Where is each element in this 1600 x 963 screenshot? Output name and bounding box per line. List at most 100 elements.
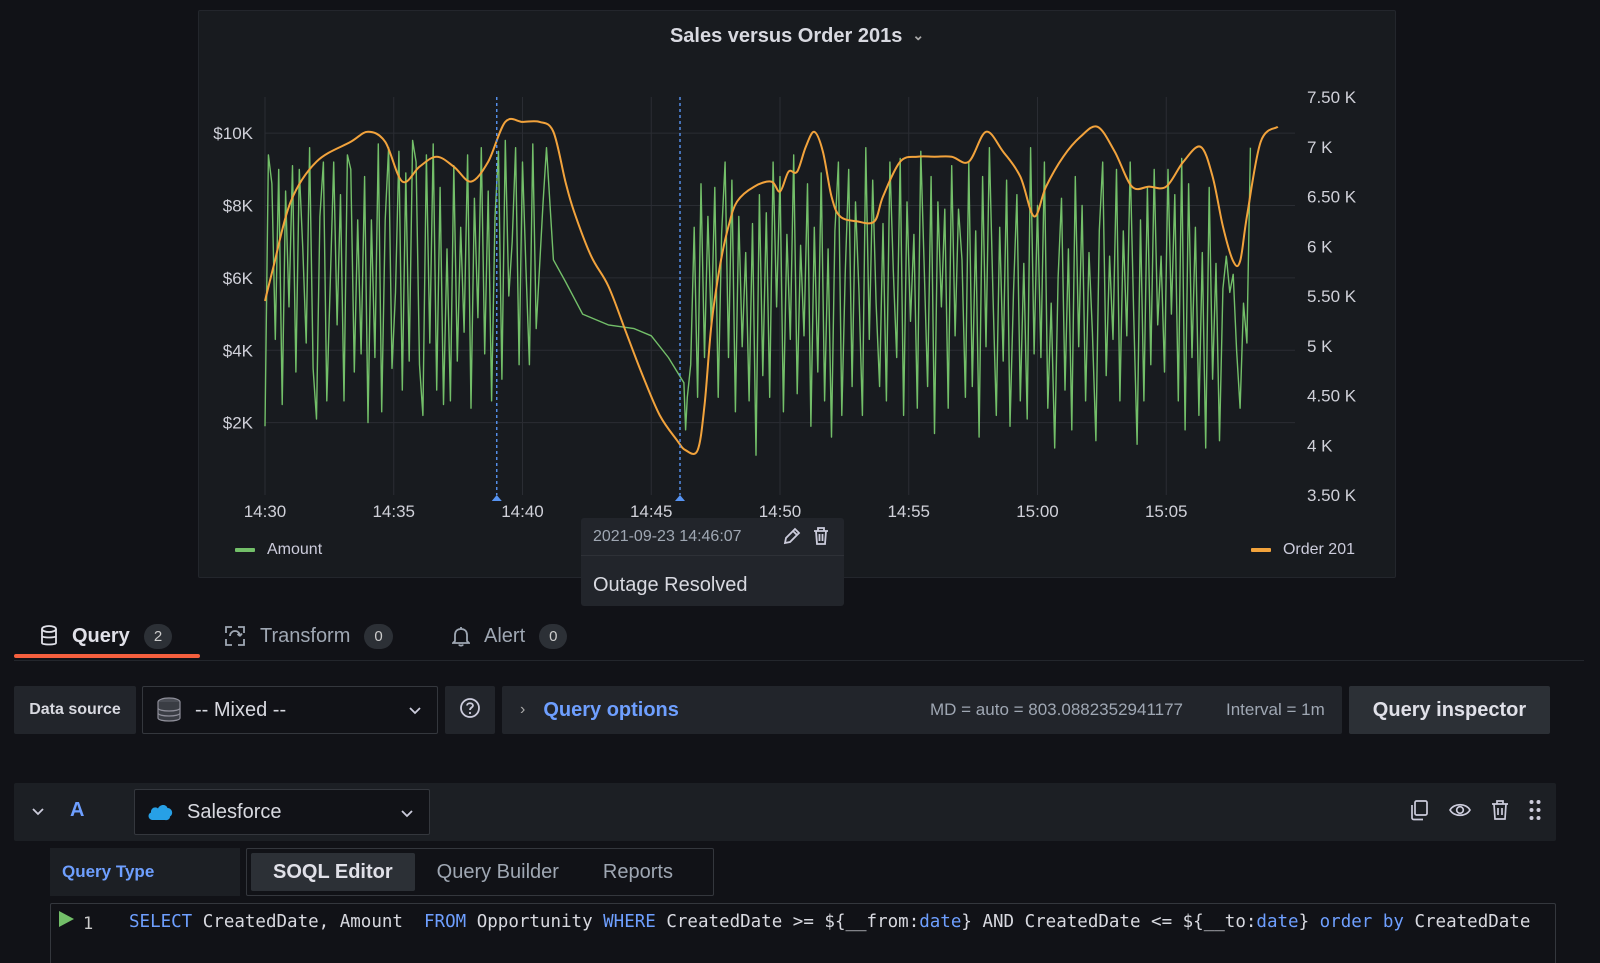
soql-code-editor[interactable]: 1 SELECT CreatedDate, Amount FROM Opport… [50, 903, 1556, 963]
interval-info: Interval = 1m [1226, 700, 1325, 719]
line-number: 1 [83, 914, 94, 934]
code-keyword: FROM [424, 912, 467, 932]
query-type-label: Query Type [50, 848, 240, 896]
x-tick-label: 14:45 [630, 502, 673, 521]
chevron-down-icon[interactable] [30, 803, 46, 824]
x-tick-label: 15:00 [1016, 502, 1059, 521]
data-source-label: Data source [14, 686, 136, 734]
question-circle-icon [459, 697, 481, 724]
trash-icon[interactable] [812, 526, 830, 551]
query-type-soql-editor[interactable]: SOQL Editor [251, 853, 415, 891]
code-text: CreatedDate [1403, 912, 1531, 932]
query-type-radio-group: SOQL Editor Query Builder Reports [246, 848, 714, 896]
eye-icon[interactable] [1448, 799, 1472, 826]
chevron-down-icon [399, 804, 415, 827]
query-type-query-builder[interactable]: Query Builder [436, 860, 559, 883]
bell-icon [452, 625, 470, 647]
chevron-down-icon[interactable]: ⌄ [912, 27, 925, 43]
tab-query[interactable]: Query 2 [40, 620, 173, 652]
y-right-tick-label: 5 K [1307, 337, 1333, 356]
annotation-tooltip: 2021-09-23 14:46:07 Outage Resolved [581, 518, 844, 606]
query-options-label[interactable]: Query options [543, 698, 679, 721]
tab-query-count: 2 [143, 623, 173, 649]
graph-panel: Sales versus Order 201s ⌄ 14:30 14:35 14:40… [198, 10, 1396, 578]
query-inspector-button[interactable]: Query inspector [1349, 686, 1550, 734]
series-line-amount [264, 139, 1252, 456]
x-tick-label: 14:30 [244, 502, 287, 521]
x-tick-label: 14:50 [759, 502, 802, 521]
y-right-tick-label: 5.50 K [1307, 287, 1357, 306]
duplicate-icon[interactable] [1408, 799, 1430, 826]
data-source-value: -- Mixed -- [195, 698, 287, 721]
code-text: } [1298, 912, 1320, 932]
series-line-order-201 [264, 117, 1279, 455]
tab-transform-label: Transform [260, 624, 351, 647]
y-right-tick-label: 7 K [1307, 138, 1333, 157]
y-right-tick-label: 6 K [1307, 237, 1333, 256]
code-text: CreatedDate, Amount [192, 912, 425, 932]
annotation-marker-triangle [675, 495, 686, 501]
code-text: CreatedDate >= ${__from: [655, 912, 920, 932]
query-type-reports[interactable]: Reports [602, 860, 673, 883]
panel-title-text[interactable]: Sales versus Order 201s [669, 25, 903, 47]
drag-handle-icon[interactable] [1528, 799, 1542, 826]
query-datasource-select[interactable]: Salesforce [134, 789, 430, 835]
legend-swatch-order201 [1250, 548, 1271, 552]
salesforce-cloud-icon [147, 803, 173, 821]
run-query-icon[interactable] [57, 910, 75, 933]
tab-transform[interactable]: Transform 0 [224, 620, 393, 652]
tab-query-label: Query [72, 624, 130, 647]
legend-order201[interactable]: Order 201 [1250, 541, 1355, 559]
y-left-tick-label: $4K [223, 341, 254, 360]
time-series-chart[interactable]: 14:30 14:35 14:40 14:45 14:50 14:55 15:00 15:05… [199, 11, 1395, 577]
y-right-tick-label: 4.50 K [1307, 387, 1357, 406]
chevron-right-icon: › [520, 701, 526, 718]
query-datasource-value: Salesforce [187, 800, 282, 823]
annotation-timestamp: 2021-09-23 14:46:07 [593, 528, 742, 545]
code-keyword: order by [1319, 912, 1404, 932]
code-text: Opportunity [466, 912, 604, 932]
y-left-tick-label: $6K [223, 269, 254, 288]
panel-title[interactable]: Sales versus Order 201s ⌄ [199, 25, 1395, 48]
code-text: } AND CreatedDate <= ${__to: [961, 912, 1257, 932]
code-keyword: WHERE [603, 912, 656, 932]
tooltip-divider [581, 555, 844, 556]
data-source-select[interactable]: -- Mixed -- [142, 686, 438, 734]
y-left-tick-label: $10K [213, 124, 253, 143]
annotation-marker-triangle [491, 495, 502, 501]
tab-alert-count: 0 [539, 623, 568, 649]
query-row-a: A Salesforce [14, 783, 1556, 841]
code-keyword: SELECT [129, 912, 193, 932]
x-tick-label: 14:40 [501, 502, 544, 521]
query-row-actions [1408, 799, 1542, 826]
pencil-icon[interactable] [782, 526, 802, 551]
code-keyword: date [1256, 912, 1299, 932]
tab-alert-label: Alert [484, 624, 526, 647]
y-right-tick-label: 4 K [1307, 436, 1333, 455]
tab-alert[interactable]: Alert 0 [452, 620, 568, 652]
trash-icon[interactable] [1490, 799, 1510, 826]
x-tick-label: 15:05 [1145, 502, 1188, 521]
y-right-tick-label: 7.50 K [1307, 88, 1357, 107]
x-tick-label: 14:35 [372, 502, 415, 521]
y-left-tick-label: $8K [223, 197, 254, 216]
chevron-down-icon [407, 701, 423, 724]
query-ref-id[interactable]: A [70, 799, 85, 821]
legend-swatch-amount [235, 548, 255, 552]
active-tab-indicator [14, 654, 200, 658]
legend-amount[interactable]: Amount [235, 541, 322, 559]
legend-label-amount[interactable]: Amount [267, 541, 323, 558]
help-button[interactable] [445, 686, 495, 734]
query-options-bar[interactable]: › Query options MD = auto = 803.08823529… [502, 686, 1342, 734]
annotation-text: Outage Resolved [593, 574, 748, 596]
y-left-tick-label: $2K [223, 414, 254, 433]
tab-transform-count: 0 [364, 623, 393, 649]
database-icon [40, 625, 58, 647]
code-keyword: date [919, 912, 962, 932]
max-data-points-info: MD = auto = 803.0882352941177 [930, 700, 1184, 719]
transform-icon [224, 625, 246, 647]
code-line[interactable]: SELECT CreatedDate, Amount FROM Opportun… [129, 912, 1530, 932]
y-right-tick-label: 3.50 K [1307, 486, 1357, 505]
editor-tabs: Query 2 Transform 0 Alert 0 [14, 612, 1584, 661]
legend-label-order201[interactable]: Order 201 [1282, 541, 1355, 558]
